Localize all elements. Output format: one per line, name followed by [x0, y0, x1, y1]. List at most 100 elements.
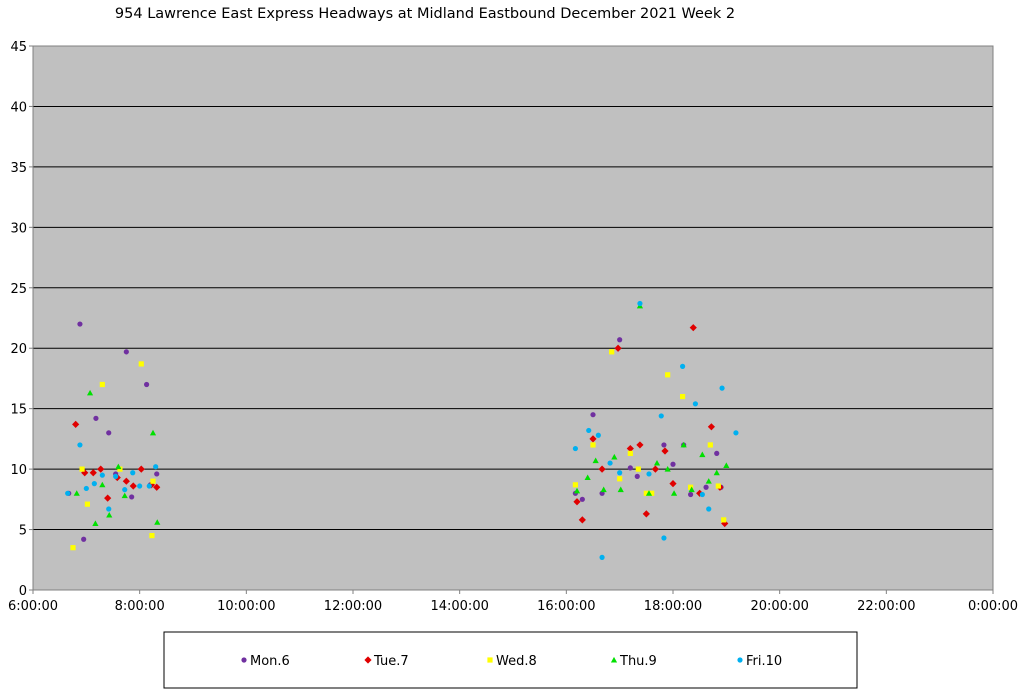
data-point — [599, 554, 605, 560]
data-point — [122, 487, 128, 493]
data-point — [84, 501, 90, 507]
legend-label: Wed.8 — [496, 654, 537, 669]
plot-border — [32, 45, 994, 591]
data-point — [665, 372, 671, 378]
data-point — [611, 453, 618, 460]
data-point — [106, 430, 112, 436]
data-point — [77, 321, 83, 327]
data-point — [122, 477, 130, 485]
chart-title: 954 Lawrence East Express Headways at Mi… — [114, 6, 736, 22]
data-point — [93, 415, 99, 421]
data-point — [707, 423, 715, 431]
data-point — [670, 490, 678, 496]
x-tick-label: 22:00:00 — [857, 599, 915, 614]
data-point — [637, 300, 643, 307]
legend-marker — [487, 657, 493, 663]
y-tick-label: 25 — [10, 282, 27, 297]
y-tick-label: 0 — [19, 584, 27, 599]
data-point — [617, 470, 623, 476]
data-point — [607, 460, 613, 466]
x-tick-label: 6:00:00 — [8, 599, 58, 614]
data-point — [584, 474, 591, 481]
legend: Mon.6 Tue.7 Wed.8 Thu.9 Fri.10 — [163, 631, 858, 689]
data-point — [680, 441, 687, 448]
data-point — [661, 447, 669, 455]
legend-item: Thu.9 — [610, 654, 657, 669]
data-point — [572, 482, 578, 488]
data-point — [578, 516, 586, 524]
data-point — [586, 427, 592, 434]
data-point — [715, 483, 721, 489]
data-point — [146, 483, 152, 489]
data-point — [106, 506, 112, 512]
data-point — [680, 393, 686, 400]
data-point — [77, 442, 83, 448]
data-point — [699, 491, 705, 498]
data-point — [121, 492, 128, 499]
data-point — [153, 483, 161, 491]
x-tick-label: 16:00:00 — [537, 599, 595, 614]
legend-item: Fri.10 — [737, 654, 782, 669]
y-tick-label: 45 — [10, 40, 27, 55]
data-point — [649, 490, 655, 496]
legend-label: Fri.10 — [746, 654, 782, 669]
data-point — [89, 469, 97, 477]
data-point — [137, 465, 145, 473]
data-point — [703, 484, 709, 490]
data-point — [70, 545, 76, 551]
x-tick-label: 0:00:00 — [968, 599, 1018, 614]
data-point — [150, 478, 156, 484]
data-point — [643, 490, 649, 496]
data-point — [733, 430, 739, 436]
data-point — [115, 463, 122, 470]
data-point — [661, 442, 667, 448]
data-point — [590, 412, 596, 418]
data-point — [645, 490, 653, 496]
data-point — [627, 450, 633, 456]
data-point — [144, 381, 150, 388]
plot-area — [33, 46, 993, 590]
data-point — [670, 461, 676, 467]
legend-label: Tue.7 — [373, 654, 409, 669]
data-point — [669, 480, 677, 488]
data-point — [598, 465, 606, 473]
data-point — [104, 494, 112, 502]
data-point — [106, 511, 113, 518]
data-point — [573, 487, 581, 494]
data-point — [688, 491, 694, 498]
data-point — [688, 486, 695, 493]
data-point — [595, 432, 601, 438]
data-point — [113, 473, 119, 479]
data-point — [651, 465, 659, 473]
data-point — [92, 520, 99, 526]
data-point — [73, 490, 80, 496]
data-point — [99, 481, 106, 488]
x-tick-label: 18:00:00 — [644, 599, 702, 614]
data-point — [646, 471, 652, 477]
data-point — [614, 344, 622, 352]
data-point — [721, 517, 727, 523]
legend-marker — [364, 656, 372, 664]
axes — [32, 45, 994, 591]
data-point — [617, 486, 624, 493]
x-tick-label: 10:00:00 — [217, 599, 275, 614]
data-point — [589, 435, 597, 443]
data-point — [600, 486, 607, 493]
data-point — [573, 498, 581, 506]
data-point — [609, 349, 615, 355]
legend-label: Thu.9 — [619, 654, 657, 669]
data-point — [707, 442, 713, 448]
data-point — [79, 466, 85, 472]
y-tick-label: 35 — [10, 161, 27, 176]
data-point — [719, 385, 725, 391]
data-point — [91, 481, 97, 487]
series-thu-9 — [73, 302, 730, 526]
data-point — [688, 484, 694, 490]
data-point — [86, 389, 94, 396]
data-point — [72, 420, 80, 428]
legend-marker — [610, 656, 618, 663]
data-point — [592, 457, 599, 464]
data-point — [149, 429, 157, 436]
data-point — [658, 413, 664, 419]
